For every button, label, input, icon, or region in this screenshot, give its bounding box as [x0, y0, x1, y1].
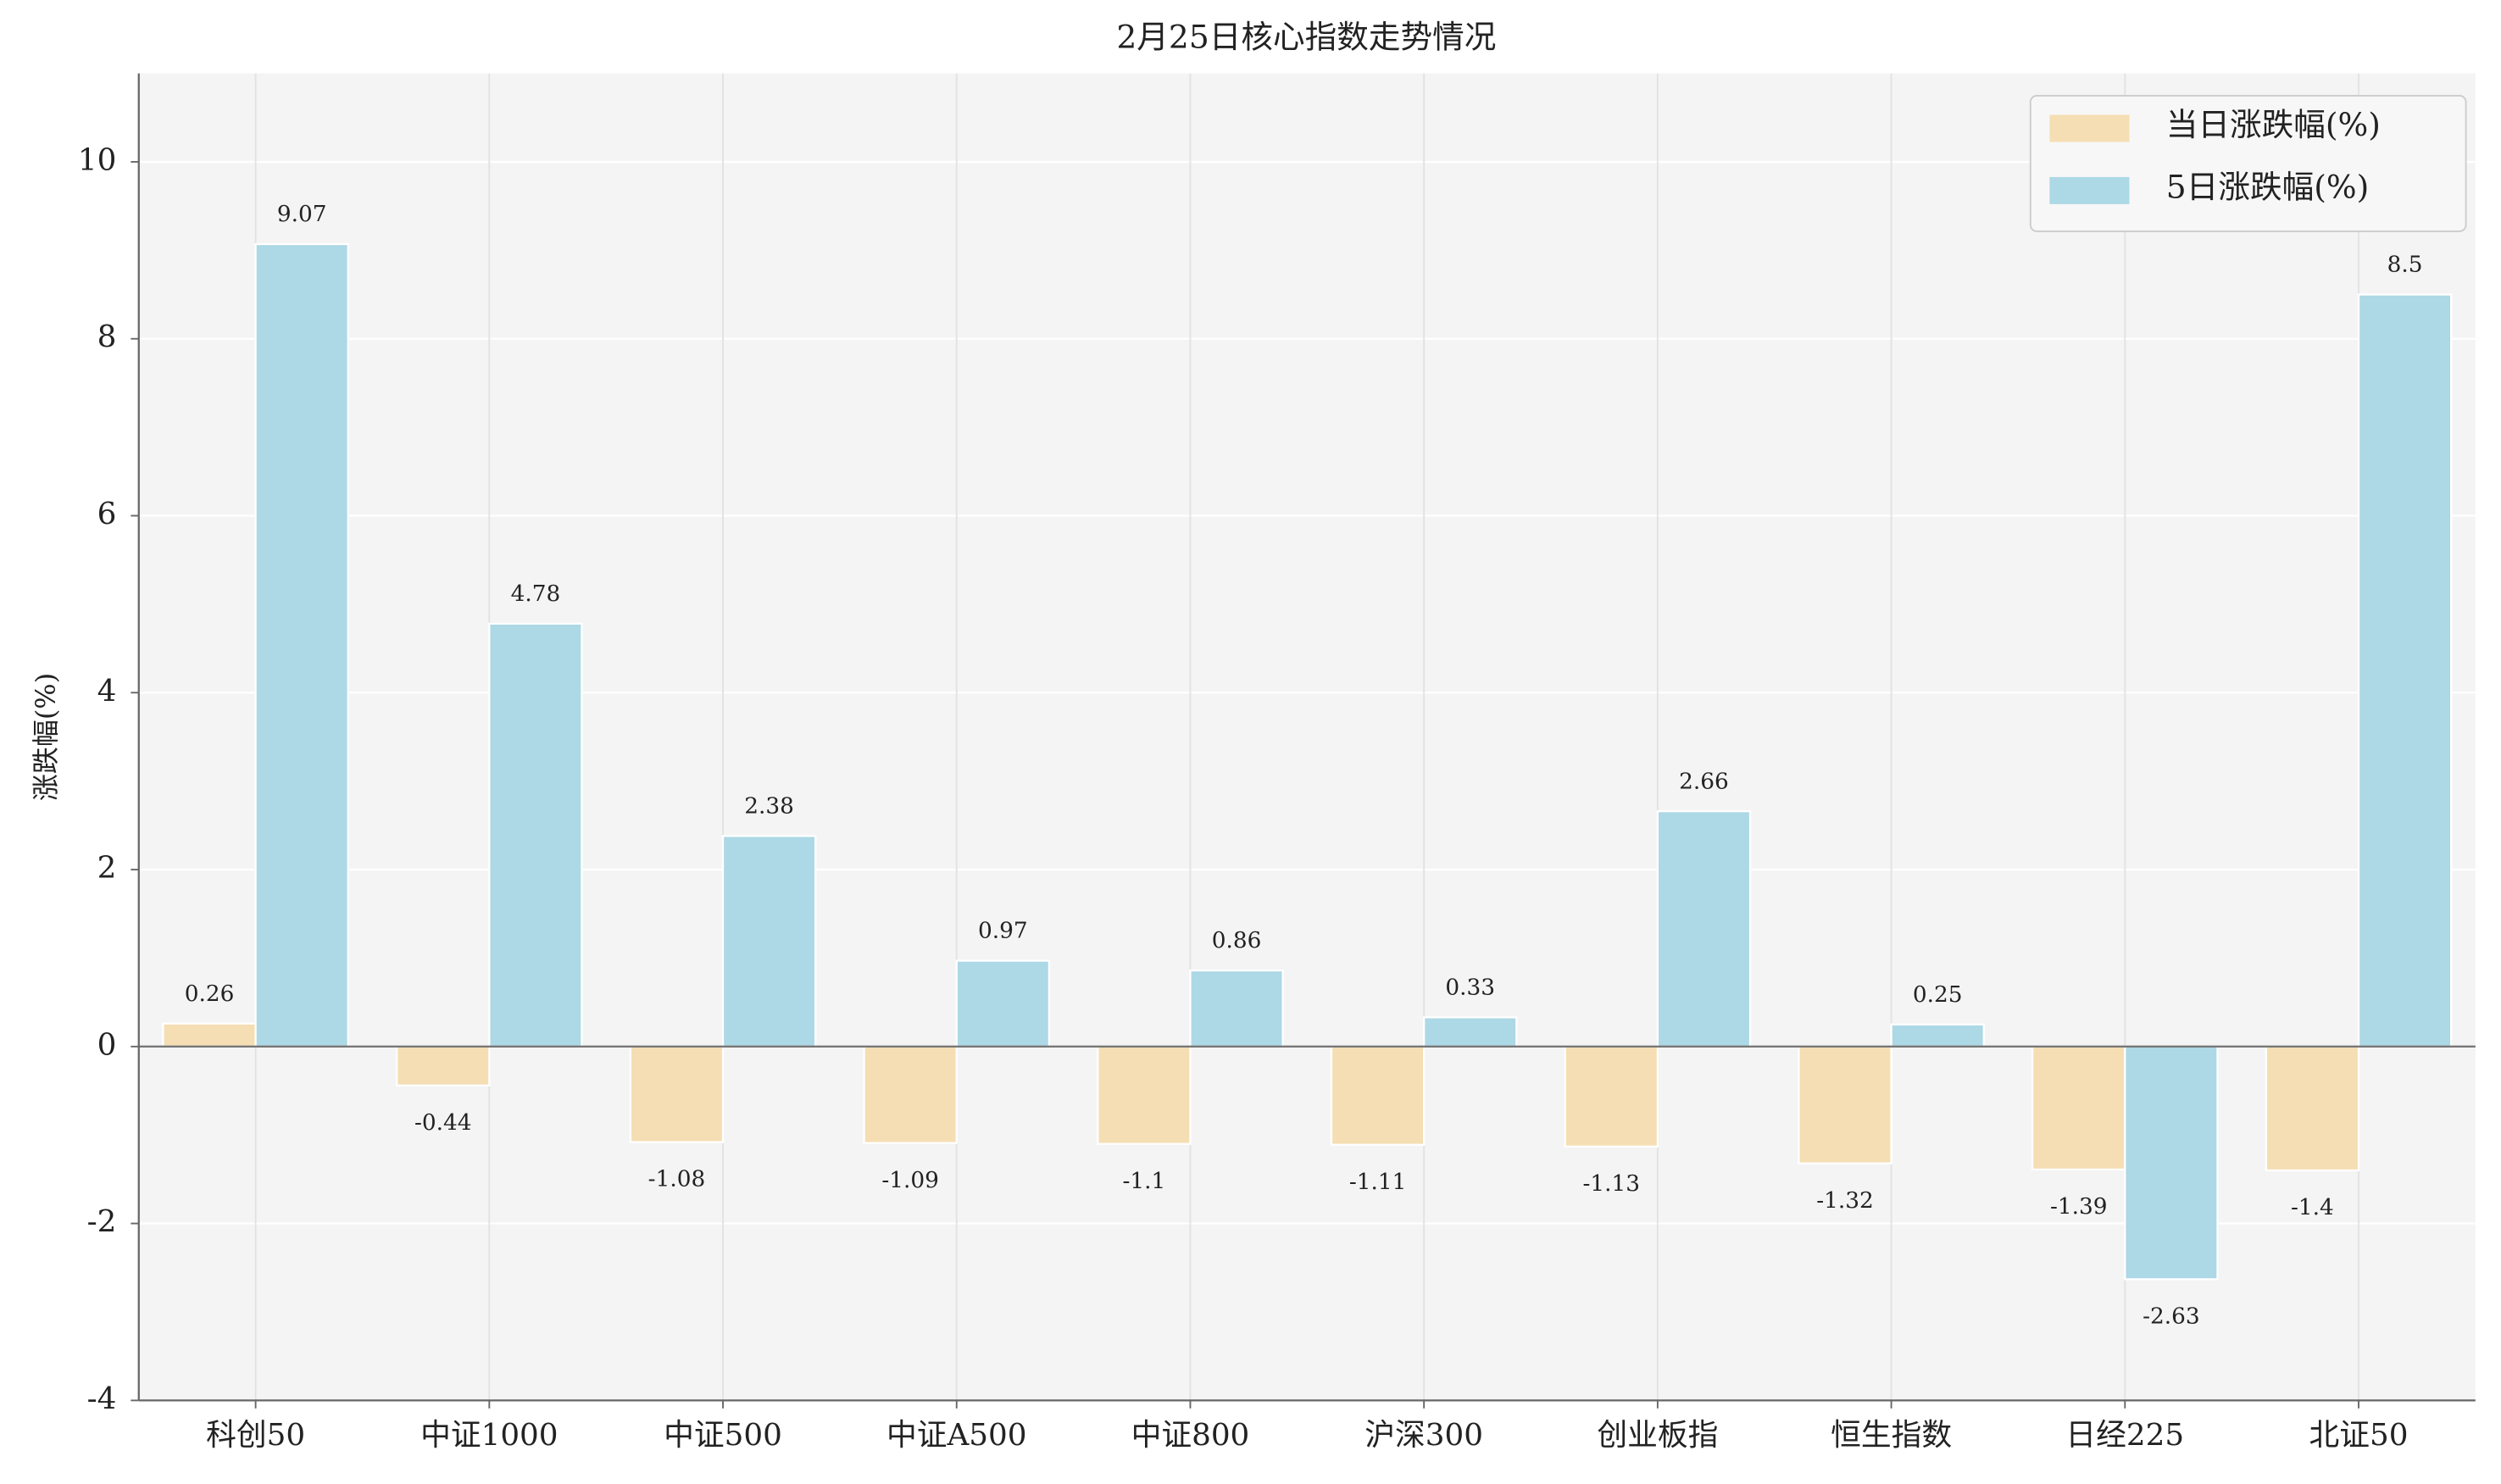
- bar: [863, 1045, 958, 1144]
- data-label: -1.39: [2050, 1194, 2108, 1220]
- marks: 0.26 -0.44 -1.08 -1.09 -1.1 -1.11 -1.13 -1.32 -1…: [138, 202, 2476, 1330]
- data-label: 0.25: [1913, 982, 1963, 1008]
- bar: [254, 242, 349, 1048]
- x-tick-label: 恒生指数: [1831, 1418, 1952, 1453]
- bar: [1798, 1045, 1892, 1164]
- y-tick-label: -2: [87, 1204, 117, 1239]
- data-label: 0.86: [1212, 928, 1262, 953]
- legend-swatch: [2049, 176, 2130, 204]
- y-tick-label: -4: [87, 1381, 117, 1416]
- y-tick-label: 2: [97, 851, 117, 886]
- y-tick-label: 8: [97, 320, 117, 354]
- bar: [1189, 969, 1284, 1048]
- bar: [1097, 1045, 1192, 1145]
- x-tick-label: 日经225: [2065, 1418, 2184, 1453]
- data-label: -1.09: [881, 1168, 939, 1193]
- x-tick-label: 中证500: [664, 1418, 782, 1453]
- data-label: 0.97: [978, 919, 1028, 944]
- data-label: -1.1: [1122, 1169, 1165, 1194]
- data-label: -1.08: [648, 1167, 706, 1192]
- y-tick-label: 0: [97, 1027, 117, 1062]
- y-tick-label: 10: [78, 142, 117, 177]
- legend-label: 当日涨跌幅(%): [2166, 106, 2381, 143]
- bar: [721, 835, 817, 1048]
- bar: [2357, 293, 2453, 1048]
- bar: [488, 622, 583, 1048]
- bar: [1890, 1023, 1985, 1048]
- legend: 当日涨跌幅(%) 5日涨跌幅(%): [2029, 94, 2467, 232]
- data-label: -0.44: [414, 1110, 472, 1136]
- data-label: 0.33: [1445, 975, 1495, 1001]
- bar: [1656, 810, 1752, 1048]
- x-tick-label: 科创50: [206, 1418, 305, 1453]
- x-tick-label: 中证800: [1131, 1418, 1250, 1453]
- bar: [1330, 1045, 1426, 1146]
- bar: [2031, 1045, 2126, 1171]
- x-tick-label: 中证1000: [420, 1418, 558, 1453]
- data-label: -1.11: [1349, 1170, 1407, 1195]
- data-label: -1.13: [1583, 1171, 1641, 1197]
- bar: [629, 1045, 725, 1143]
- data-label: 2.66: [1679, 769, 1729, 794]
- data-label: 2.38: [744, 794, 794, 820]
- data-label: -2.63: [2143, 1304, 2200, 1330]
- bar: [162, 1022, 257, 1048]
- legend-box: [2029, 94, 2467, 232]
- bar: [2124, 1045, 2219, 1281]
- x-tick-label: 中证A500: [886, 1418, 1027, 1453]
- data-label: -1.32: [1816, 1188, 1874, 1214]
- data-label: 0.26: [185, 981, 235, 1007]
- y-tick-label: 6: [97, 497, 117, 531]
- y-tick-label: 4: [97, 674, 117, 709]
- bar: [396, 1045, 491, 1087]
- x-tick-label: 北证50: [2309, 1418, 2409, 1453]
- data-label: 8.5: [2387, 253, 2423, 278]
- legend-label: 5日涨跌幅(%): [2166, 168, 2370, 205]
- bar: [955, 959, 1051, 1048]
- data-label: -1.4: [2291, 1195, 2334, 1220]
- bar: [2265, 1045, 2360, 1172]
- bar: [1564, 1045, 1659, 1148]
- data-label: 4.78: [511, 581, 561, 607]
- bar: [1423, 1016, 1518, 1048]
- y-axis-label: 涨跌幅(%): [30, 673, 62, 801]
- legend-swatch: [2049, 114, 2130, 142]
- data-label: 9.07: [277, 202, 327, 227]
- x-tick-label: 沪深300: [1364, 1418, 1483, 1453]
- x-tick-label: 创业板指: [1597, 1418, 1718, 1453]
- chart-title: 2月25日核心指数走势情况: [1116, 19, 1496, 56]
